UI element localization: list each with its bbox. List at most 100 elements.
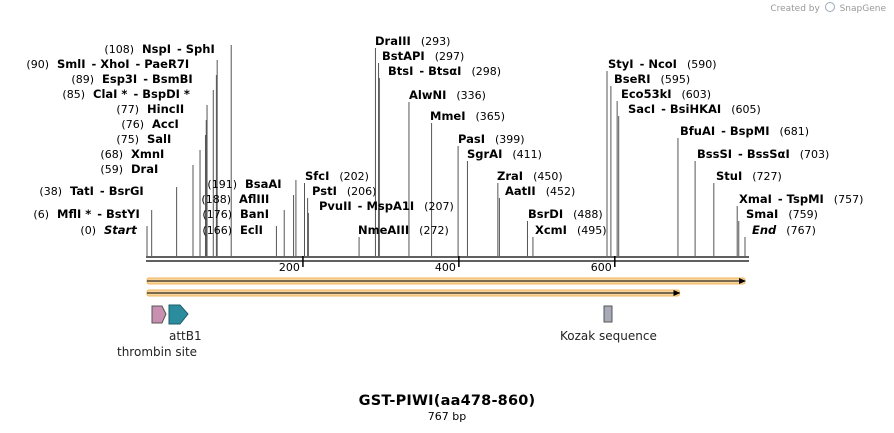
enzyme-label-nspi[interactable]: (108) NspI - SphI (104, 42, 214, 56)
enzyme-label-draiii[interactable]: DraIII (293) (375, 34, 450, 48)
ruler-tick-label: 200 (279, 261, 300, 274)
snapgene-logo-icon (824, 2, 835, 12)
enzyme-label-alwni[interactable]: AlwNI (336) (409, 88, 486, 102)
enzyme-position: (293) (421, 35, 451, 48)
enzyme-label-psti[interactable]: PstI (206) (312, 184, 376, 198)
enzyme-name: DraI (131, 162, 158, 176)
enzyme-label-sali[interactable]: (75) SalI (116, 132, 171, 146)
enzyme-position: (411) (512, 148, 542, 161)
enzyme-label-eco53ki[interactable]: Eco53kI (603) (621, 87, 711, 101)
enzyme-label-mmei[interactable]: MmeI (365) (430, 109, 505, 123)
enzyme-position: (191) (207, 178, 237, 191)
attb1-arrow (168, 304, 189, 325)
enzyme-label-bfuai[interactable]: BfuAI - BspMI (681) (680, 124, 809, 138)
enzyme-name: Start (104, 223, 137, 237)
enzyme-name: PasI (458, 132, 485, 146)
enzyme-label-bseri[interactable]: BseRI (595) (614, 72, 690, 86)
enzyme-separator: - (143, 72, 148, 86)
enzyme-label-smli[interactable]: (90) SmlI - XhoI - PaeR7I (26, 57, 189, 71)
enzyme-label-tati[interactable]: (38) TatI - BsrGI (39, 184, 143, 198)
enzyme-position: (76) (121, 118, 144, 131)
enzyme-label-btsi[interactable]: BtsI - BtsαI (298) (388, 64, 501, 78)
credit-brand: SnapGene (839, 4, 886, 14)
enzyme-label-mfli[interactable]: (6) MflI * - BstYI (33, 207, 139, 221)
orf-full-arrow[interactable] (146, 277, 746, 285)
enzyme-label-bani[interactable]: (176) BanI (202, 207, 269, 221)
enzyme-label-pvuii[interactable]: PvuII - MspA1I (207) (319, 199, 454, 213)
feature-attb1[interactable]: attB1 (168, 304, 202, 343)
enzyme-position: (59) (100, 163, 123, 176)
enzyme-name: AflIII (239, 192, 269, 206)
enzyme-position: (272) (419, 224, 449, 237)
enzyme-label-xcmi[interactable]: XcmI (495) (535, 223, 607, 237)
thrombin-site-arrow (151, 305, 167, 324)
ruler-tick-label: 600 (591, 261, 612, 274)
enzyme-name: HincII (147, 102, 184, 116)
enzyme-name: XmaI (739, 192, 772, 206)
enzyme-separator: - (136, 57, 141, 71)
enzyme-position: (605) (731, 103, 761, 116)
enzyme-position: (75) (116, 133, 139, 146)
enzyme-position: (450) (533, 170, 563, 183)
enzyme-label-bsrdi[interactable]: BsrDI (488) (528, 207, 603, 221)
enzyme-position: (703) (800, 148, 830, 161)
enzyme-label-sfci[interactable]: SfcI (202) (305, 169, 369, 183)
enzyme-label-bsssi[interactable]: BssSI - BssSαI (703) (697, 147, 829, 161)
orf-partial-arrow[interactable] (146, 289, 681, 297)
enzyme-label-hincii[interactable]: (77) HincII (116, 102, 184, 116)
enzyme-name: BseRI (614, 72, 651, 86)
enzyme-position: (207) (424, 200, 454, 213)
enzyme-name: StyI (608, 57, 634, 71)
enzyme-label-start[interactable]: (0) Start (80, 223, 137, 237)
enzyme-position: (595) (661, 73, 691, 86)
enzyme-label-bstapi[interactable]: BstAPI (297) (382, 49, 464, 63)
enzyme-name: PstI (312, 184, 337, 198)
enzyme-label-esp3i[interactable]: (89) Esp3I - BsmBI (71, 72, 192, 86)
enzyme-label-xmai[interactable]: XmaI - TspMI (757) (739, 192, 863, 206)
enzyme-label-pasi[interactable]: PasI (399) (458, 132, 525, 146)
enzyme-label-bsaai[interactable]: (191) BsaAI (207, 177, 281, 191)
enzyme-position: (202) (339, 170, 369, 183)
enzyme-label-styi[interactable]: StyI - NcoI (590) (608, 57, 717, 71)
enzyme-label-ecli[interactable]: (166) EclI (202, 223, 263, 237)
enzyme-label-sgrai[interactable]: SgrAI (411) (467, 147, 542, 161)
enzyme-name: BtsI (388, 64, 413, 78)
enzyme-position: (0) (80, 224, 96, 237)
enzyme-label-clai[interactable]: (85) ClaI * - BspDI * (62, 87, 190, 101)
feature-kozak-sequence[interactable]: Kozak sequence (560, 305, 657, 343)
enzyme-position: (365) (476, 110, 506, 123)
enzyme-label-xmni[interactable]: (68) XmnI (100, 147, 164, 161)
enzyme-name: SalI (147, 132, 171, 146)
enzyme-name: SmaI (746, 207, 778, 221)
enzyme-name: XcmI (535, 223, 567, 237)
enzyme-label-afliii[interactable]: (188) AflIII (201, 192, 269, 206)
enzyme-name: AccI (152, 117, 179, 131)
enzyme-name: BssSI (697, 147, 732, 161)
enzyme-label-acci[interactable]: (76) AccI (121, 117, 178, 131)
enzyme-separator: - (177, 42, 182, 56)
enzyme-label-aatii[interactable]: AatII (452) (505, 184, 575, 198)
thrombin-site-label: thrombin site (117, 345, 197, 359)
enzyme-name-2: NcoI (648, 57, 677, 71)
enzyme-name: BsaAI (245, 177, 282, 191)
enzyme-position: (590) (687, 58, 717, 71)
feature-thrombin-site[interactable]: thrombin site (117, 305, 197, 359)
enzyme-name: MmeI (430, 109, 466, 123)
enzyme-label-zrai[interactable]: ZraI (450) (497, 169, 563, 183)
enzyme-name: AlwNI (409, 88, 446, 102)
enzyme-label-stui[interactable]: StuI (727) (716, 169, 782, 183)
enzyme-position: (176) (202, 208, 232, 221)
enzyme-label-drai[interactable]: (59) DraI (100, 162, 158, 176)
enzyme-position: (206) (347, 185, 377, 198)
enzyme-position: (85) (62, 88, 85, 101)
enzyme-position: (488) (573, 208, 603, 221)
enzyme-position: (68) (100, 148, 123, 161)
enzyme-label-end[interactable]: End (767) (752, 223, 816, 237)
enzyme-label-nmeaiii[interactable]: NmeAIII (272) (358, 223, 449, 237)
enzyme-name: End (752, 223, 777, 237)
enzyme-label-smai[interactable]: SmaI (759) (746, 207, 818, 221)
enzyme-name-2: TspMI (787, 192, 824, 206)
enzyme-name-2: BtsαI (428, 64, 461, 78)
kozak-label: Kozak sequence (560, 329, 657, 343)
enzyme-label-saci[interactable]: SacI - BsiHKAI (605) (628, 102, 761, 116)
